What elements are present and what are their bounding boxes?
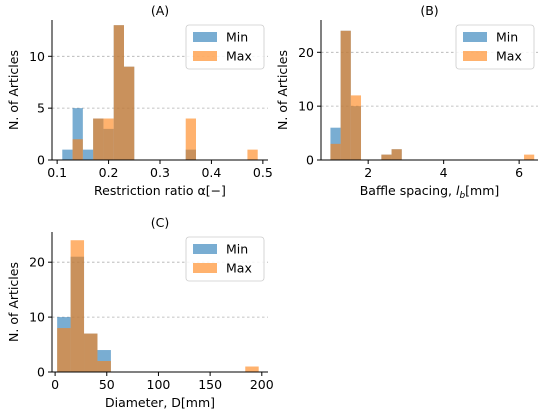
legend: Min Max [185,236,265,282]
legend-label-min: Min [226,30,248,45]
y-axis-label: N. of Articles [6,50,21,130]
x-tick-label: 4 [440,165,448,180]
legend-label-min: Min [226,242,248,257]
x-tick-label: 6 [515,165,523,180]
x-tick-label: 100 [147,377,171,392]
chart-title: (C) [151,215,169,230]
legend-swatch-max [193,263,217,273]
x-tick-label: 50 [99,377,115,392]
bar-max-5 [381,154,392,160]
bar-max-5 [113,25,124,160]
x-axis-label: Baffle spacing, lb[mm] [360,183,500,201]
legend: Min Max [185,24,265,70]
bar-max-19 [524,154,535,160]
bar-max-6 [124,66,135,160]
y-tick-label: 20 [298,45,314,60]
legend-label-max: Max [226,261,252,276]
bar-max-2 [84,333,98,372]
x-tick-label: 2 [364,165,372,180]
x-tick-label: 0.5 [253,165,273,180]
x-tick-label: 0.4 [201,165,221,180]
bar-max-3 [93,118,104,160]
y-tick-label: 0 [306,153,314,168]
x-axis-label: Restriction ratio α[−] [94,183,226,198]
legend-frame [455,24,535,70]
legend-label-max: Max [496,49,522,64]
bars [57,240,259,372]
y-tick-label: 20 [29,255,45,270]
legend-frame [185,24,265,70]
y-tick-label: 10 [298,99,314,114]
bar-max-12 [185,118,196,160]
bar-max-1 [72,139,83,160]
bar-max-1 [70,240,85,372]
legend-swatch-min [193,32,217,42]
y-tick-label: 0 [37,365,45,380]
y-tick-label: 0 [37,153,45,168]
bar-min-2 [82,149,94,160]
y-tick-label: 10 [29,310,45,325]
bar-min-0 [62,149,73,160]
y-axis-label: N. of Articles [6,262,21,342]
bar-max-18 [247,149,258,160]
subplot-c: 0 50 100 150 200 0 10 20 (C) Diameter, D[mm] N. of… [6,215,274,410]
legend-label-max: Max [226,49,252,64]
x-tick-label: 200 [250,377,274,392]
x-tick-label: 0.2 [99,165,119,180]
legend: Min Max [455,24,535,70]
x-tick-label: 0.1 [47,165,67,180]
legend-label-min: Min [496,30,518,45]
bars [62,25,258,160]
bar-max-1 [340,30,351,160]
bar-max-0 [57,328,71,372]
legend-swatch-max [463,51,487,61]
bar-max-2 [350,95,362,160]
y-axis-label: N. of Articles [275,50,290,130]
bar-max-6 [391,149,402,160]
bar-max-4 [103,118,114,160]
y-tick-label: 5 [37,101,45,116]
subplot-b: 2 4 6 0 10 20 (B) Baffle spacing, lb[mm] N. of A… [275,3,538,201]
bar-max-14 [245,366,259,372]
x-tick-label: 150 [198,377,222,392]
bars [330,30,535,160]
x-tick-label: 0.3 [150,165,170,180]
subplot-a: 0.1 0.2 0.3 0.4 0.5 0 5 10 (A) Restriction ratio … [6,3,273,198]
legend-swatch-min [463,32,487,42]
chart-title: (A) [151,3,169,18]
y-tick-label: 10 [29,49,45,64]
x-tick-label: 0 [51,377,59,392]
legend-frame [185,236,265,282]
bar-min-1 [72,108,83,160]
chart-title: (B) [420,3,438,18]
legend-swatch-min [193,244,217,254]
legend-swatch-max [193,51,217,61]
bar-max-0 [330,143,341,160]
bar-max-3 [97,361,111,372]
x-axis-label: Diameter, D[mm] [105,395,215,410]
